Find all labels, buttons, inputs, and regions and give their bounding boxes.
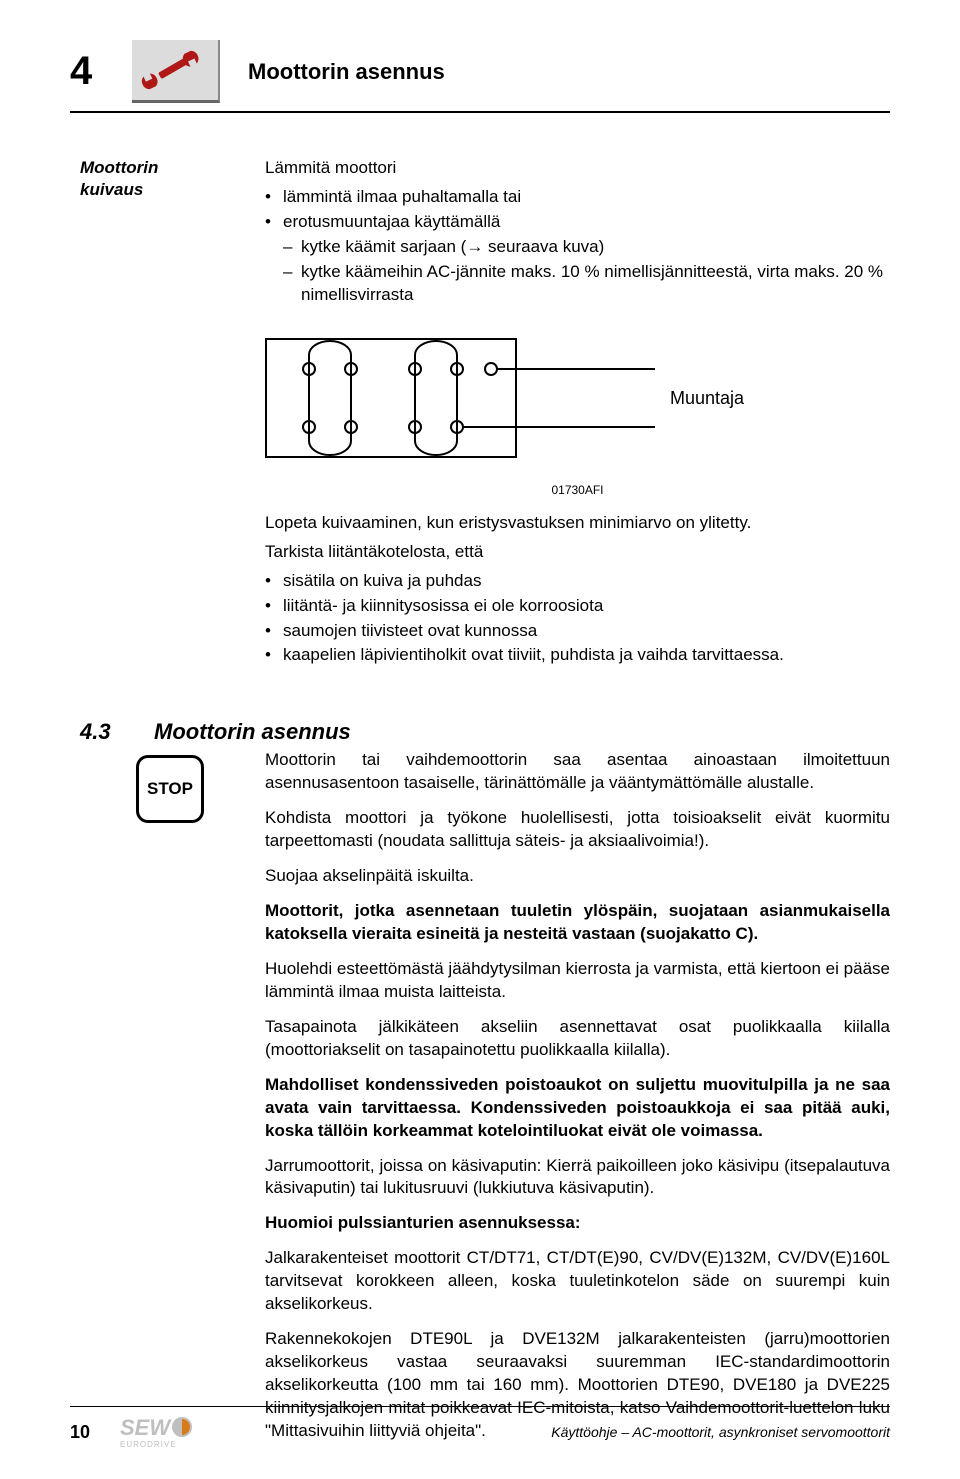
svg-text:SEW: SEW [120,1415,172,1440]
after-p2: Tarkista liitäntäkotelosta, että [265,541,890,564]
s43-p9: Huomioi pulssianturien asennuksessa: [265,1212,890,1235]
intro-b1: lämmintä ilmaa puhaltamalla tai [265,186,890,209]
after-c2: liitäntä- ja kiinnitysosissa ei ole korr… [265,595,890,618]
side-heading: Moottorin kuivaus [80,157,225,201]
s43-p5: Huolehdi esteettömästä jäähdytysilman ki… [265,958,890,1004]
wrench-icon [132,40,220,103]
s43-p2: Kohdista moottori ja työkone huolellises… [265,807,890,853]
intro-lead: Lämmitä moottori [265,157,890,180]
after-c4: kaapelien läpivientiholkit ovat tiiviit,… [265,644,890,667]
intro-s2: kytke käämeihin AC-jännite maks. 10 % ni… [265,261,890,307]
page-header: 4 Moottorin asennus [70,40,890,103]
diagram-label: Muuntaja [670,388,745,408]
section-title: Moottorin asennus [154,719,351,745]
section-4-3-body: Moottorin tai vaihdemoottorin saa asenta… [265,749,890,1442]
after-c1: sisätila on kuiva ja puhdas [265,570,890,593]
page-number: 10 [70,1422,90,1443]
page-footer: 10 SEW EURODRIVE Käyttöohje – AC-moottor… [70,1406,890,1449]
s43-p10: Jalkarakenteiset moottorit CT/DT71, CT/D… [265,1247,890,1316]
section-number: 4.3 [70,719,130,745]
side-heading-l2: kuivaus [80,180,143,199]
diagram-code: 01730AFI [265,482,890,498]
side-heading-l1: Moottorin [80,158,158,177]
sew-logo: SEW EURODRIVE [120,1415,230,1449]
footer-doc-title: Käyttöohje – AC-moottorit, asynkroniset … [551,1424,890,1440]
s43-p3: Suojaa akselinpäitä iskuilta. [265,865,890,888]
transformer-diagram: Muuntaja 01730AFI [265,329,890,498]
s43-p1: Moottorin tai vaihdemoottorin saa asenta… [265,749,890,795]
after-c3: saumojen tiivisteet ovat kunnossa [265,620,890,643]
s43-p8: Jarrumoottorit, joissa on käsivaputin: K… [265,1155,890,1201]
s43-p6: Tasapainota jälkikäteen akseliin asennet… [265,1016,890,1062]
s43-p7: Mahdolliset kondenssiveden poistoaukot o… [265,1074,890,1143]
svg-text:EURODRIVE: EURODRIVE [120,1440,177,1449]
s43-p4: Moottorit, jotka asennetaan tuuletin ylö… [265,900,890,946]
intro-s1: kytke käämit sarjaan (→ seuraava kuva) [265,236,890,259]
intro-b2: erotusmuuntajaa käyttämällä [265,211,890,234]
chapter-number: 4 [70,49,104,94]
header-rule [70,111,890,113]
stop-icon: STOP [136,755,204,823]
chapter-title: Moottorin asennus [248,59,445,85]
stop-label: STOP [147,779,193,799]
section-4-3-heading: 4.3 Moottorin asennus [70,719,890,745]
after-p1: Lopeta kuivaaminen, kun eristysvastuksen… [265,512,890,535]
